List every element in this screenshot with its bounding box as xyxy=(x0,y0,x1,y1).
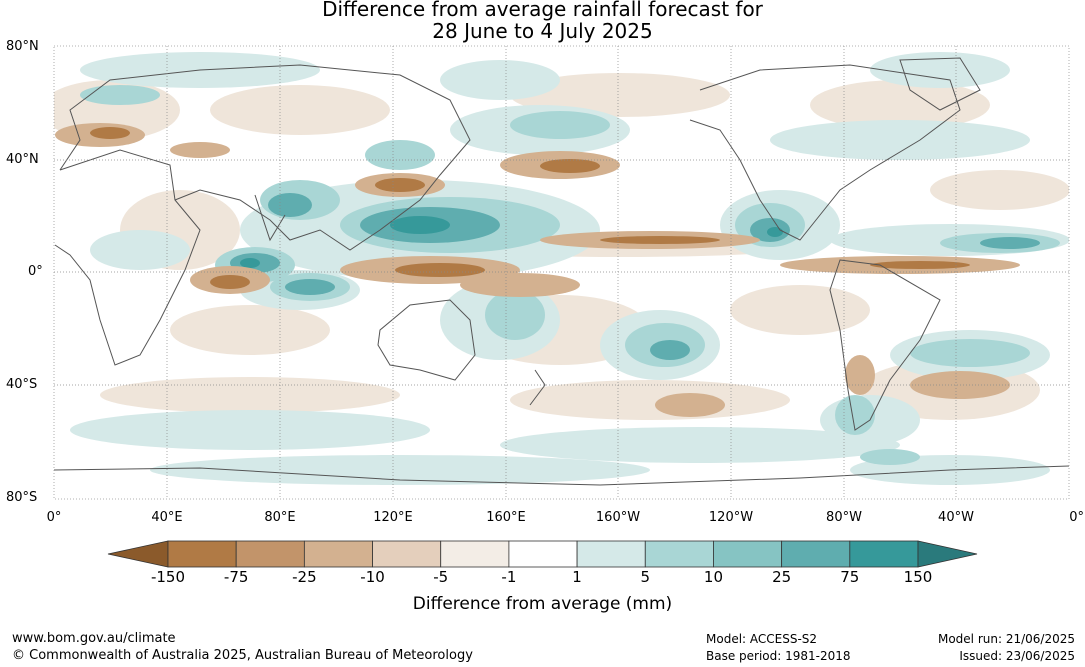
lon-label-40w: 40°W xyxy=(938,510,974,525)
lon-label-80w: 80°W xyxy=(826,510,862,525)
footer-base-period: Base period: 1981-2018 xyxy=(706,649,851,663)
footer-url: www.bom.gov.au/climate xyxy=(12,631,176,646)
colorbar-bin xyxy=(644,540,714,568)
lon-label-160e: 160°E xyxy=(486,510,526,525)
footer-issued: Issued: 23/06/2025 xyxy=(959,649,1075,663)
dry-strong-patches xyxy=(90,127,970,289)
colorbar-tick-label: -5 xyxy=(433,568,449,586)
colorbar-tick-label: -1 xyxy=(501,568,517,586)
footer-copyright: © Commonwealth of Australia 2025, Austra… xyxy=(12,648,473,663)
colorbar-bin xyxy=(508,540,578,568)
lon-label-120w: 120°W xyxy=(708,510,754,525)
colorbar-tick-label: -25 xyxy=(292,568,317,586)
colorbar-bin xyxy=(576,540,646,568)
colorbar-tick-label: 10 xyxy=(703,568,723,586)
colorbar-bin xyxy=(849,540,919,568)
lon-label-0-left: 0° xyxy=(46,510,62,525)
colorbar-bin xyxy=(235,540,305,568)
colorbar-extend-high xyxy=(917,540,978,568)
lon-label-40e: 40°E xyxy=(151,510,183,525)
colorbar-tick-label: 25 xyxy=(772,568,792,586)
colorbar-bin xyxy=(372,540,442,568)
lat-label-40n: 40°N xyxy=(6,152,39,167)
footer-model-run: Model run: 21/06/2025 xyxy=(937,632,1075,646)
colorbar-tick-label: 1 xyxy=(572,568,582,586)
lat-label-40s: 40°S xyxy=(6,377,38,392)
colorbar-bin xyxy=(781,540,851,568)
wet-very-strong-patches xyxy=(240,216,783,268)
colorbar-tick-label: 150 xyxy=(903,568,933,586)
lon-label-0-right: 0° xyxy=(1069,510,1084,525)
title-line-1: Difference from average rainfall forecas… xyxy=(322,0,763,21)
colorbar-tick-label: -10 xyxy=(360,568,385,586)
colorbar-bin xyxy=(713,540,783,568)
colorbar-tick-label: 5 xyxy=(640,568,651,586)
colorbar xyxy=(107,540,978,568)
colorbar-bin xyxy=(303,540,373,568)
footer-model: Model: ACCESS-S2 xyxy=(706,632,818,646)
lat-label-equator: 0° xyxy=(28,264,43,279)
lon-label-160w: 160°W xyxy=(595,510,641,525)
colorbar-bin xyxy=(440,540,510,568)
lat-label-80n: 80°N xyxy=(6,39,39,54)
graticule xyxy=(54,46,1069,499)
colorbar-tick-label: 75 xyxy=(840,568,860,586)
lat-label-80s: 80°S xyxy=(6,490,38,505)
colorbar-title: Difference from average (mm) xyxy=(412,594,673,614)
lon-label-120e: 120°E xyxy=(373,510,413,525)
colorbar-extend-low xyxy=(107,540,169,568)
colorbar-tick-label: -150 xyxy=(150,568,186,586)
colorbar-tick-label: -75 xyxy=(223,568,249,586)
map-frame xyxy=(53,45,1070,500)
colorbar-bin xyxy=(167,540,237,568)
title-line-2: 28 June to 4 July 2025 xyxy=(432,19,653,43)
lon-label-80e: 80°E xyxy=(264,510,296,525)
